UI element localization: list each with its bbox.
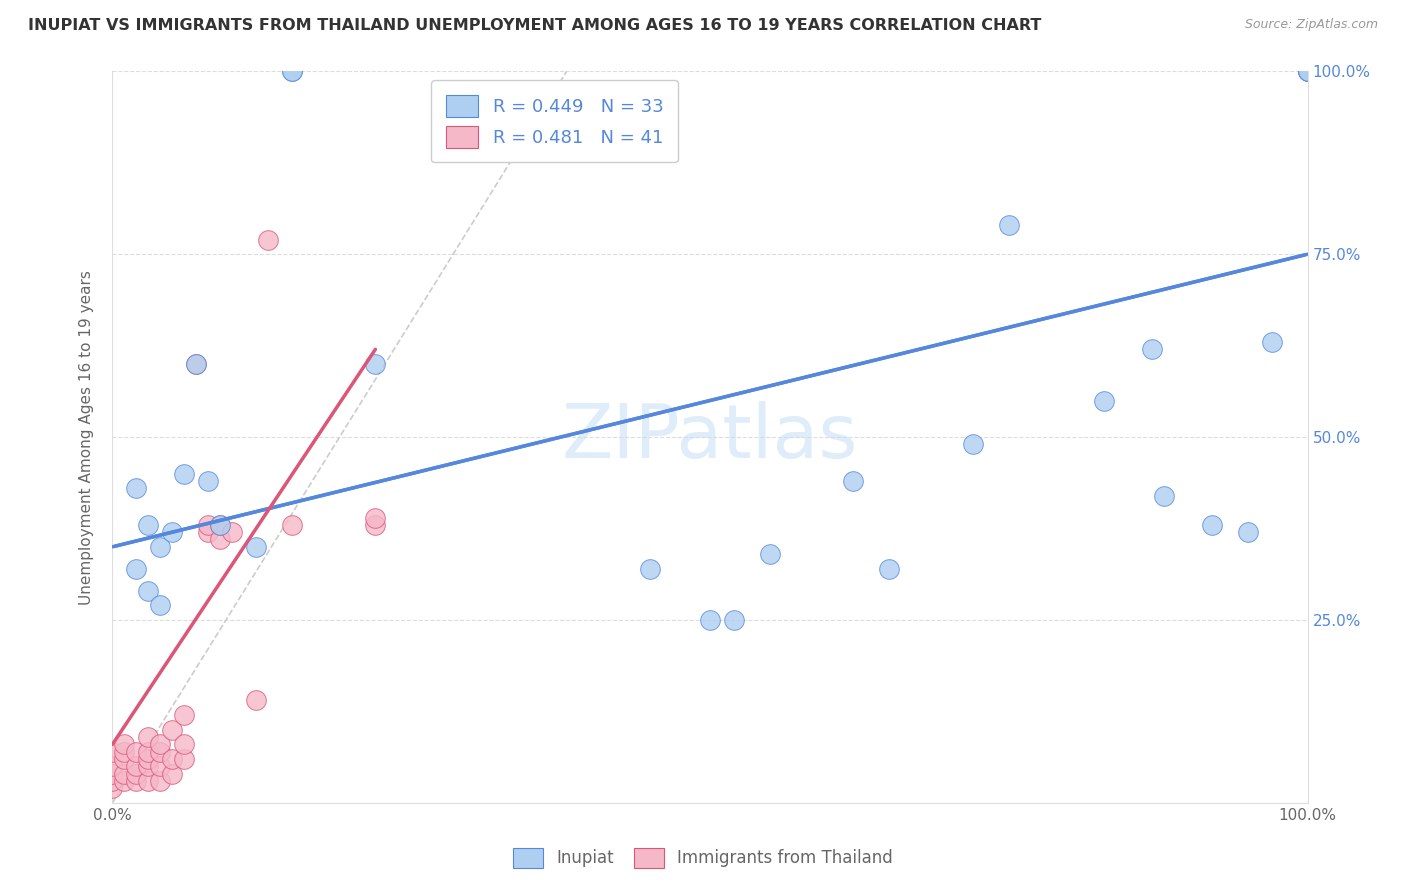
Point xyxy=(101,773,124,788)
Point xyxy=(162,723,183,737)
Point xyxy=(125,766,148,780)
Point xyxy=(1201,517,1223,532)
Point xyxy=(149,737,172,751)
Point xyxy=(209,517,232,532)
Legend: R = 0.449   N = 33, R = 0.481   N = 41: R = 0.449 N = 33, R = 0.481 N = 41 xyxy=(432,80,678,162)
Point xyxy=(114,737,135,751)
Text: INUPIAT VS IMMIGRANTS FROM THAILAND UNEMPLOYMENT AMONG AGES 16 TO 19 YEARS CORRE: INUPIAT VS IMMIGRANTS FROM THAILAND UNEM… xyxy=(28,18,1042,33)
Point xyxy=(1296,64,1319,78)
Y-axis label: Unemployment Among Ages 16 to 19 years: Unemployment Among Ages 16 to 19 years xyxy=(79,269,94,605)
Point xyxy=(699,613,721,627)
Point xyxy=(173,737,195,751)
Point xyxy=(138,583,160,598)
Point xyxy=(364,517,387,532)
Point xyxy=(197,525,219,540)
Point xyxy=(138,745,160,759)
Text: Source: ZipAtlas.com: Source: ZipAtlas.com xyxy=(1244,18,1378,31)
Legend: Inupiat, Immigrants from Thailand: Inupiat, Immigrants from Thailand xyxy=(506,841,900,875)
Point xyxy=(101,766,124,780)
Point xyxy=(125,759,148,773)
Point xyxy=(162,766,183,780)
Point xyxy=(149,759,172,773)
Point xyxy=(162,752,183,766)
Point xyxy=(114,745,135,759)
Point xyxy=(1296,64,1319,78)
Point xyxy=(1142,343,1164,357)
Point xyxy=(257,233,280,247)
Point xyxy=(998,218,1021,232)
Point xyxy=(962,437,984,451)
Point xyxy=(138,773,160,788)
Point xyxy=(1261,334,1284,349)
Point xyxy=(173,467,195,481)
Point xyxy=(209,517,232,532)
Point xyxy=(281,64,304,78)
Point xyxy=(197,474,219,488)
Point xyxy=(1094,393,1116,408)
Point xyxy=(723,613,745,627)
Point xyxy=(173,708,195,723)
Point xyxy=(138,730,160,744)
Point xyxy=(138,752,160,766)
Point xyxy=(281,517,304,532)
Point xyxy=(879,562,901,576)
Point xyxy=(125,773,148,788)
Point xyxy=(101,759,124,773)
Point xyxy=(1296,64,1319,78)
Point xyxy=(245,693,267,707)
Point xyxy=(149,745,172,759)
Point xyxy=(101,781,124,796)
Point xyxy=(364,510,387,524)
Point xyxy=(1296,64,1319,78)
Point xyxy=(1237,525,1260,540)
Point xyxy=(114,766,135,780)
Point xyxy=(186,357,208,371)
Point xyxy=(162,525,183,540)
Point xyxy=(221,525,243,540)
Point xyxy=(114,773,135,788)
Point xyxy=(1296,64,1319,78)
Point xyxy=(149,773,172,788)
Point xyxy=(125,745,148,759)
Point xyxy=(125,562,148,576)
Point xyxy=(197,517,219,532)
Point xyxy=(759,547,782,561)
Point xyxy=(842,474,865,488)
Point xyxy=(245,540,267,554)
Point xyxy=(125,481,148,495)
Point xyxy=(138,759,160,773)
Text: ZIPatlas: ZIPatlas xyxy=(562,401,858,474)
Point xyxy=(138,517,160,532)
Point xyxy=(364,357,387,371)
Point xyxy=(640,562,662,576)
Point xyxy=(114,752,135,766)
Point xyxy=(281,64,304,78)
Point xyxy=(186,357,208,371)
Point xyxy=(1153,489,1175,503)
Point xyxy=(209,533,232,547)
Point xyxy=(173,752,195,766)
Point xyxy=(149,599,172,613)
Point xyxy=(149,540,172,554)
Point xyxy=(101,745,124,759)
